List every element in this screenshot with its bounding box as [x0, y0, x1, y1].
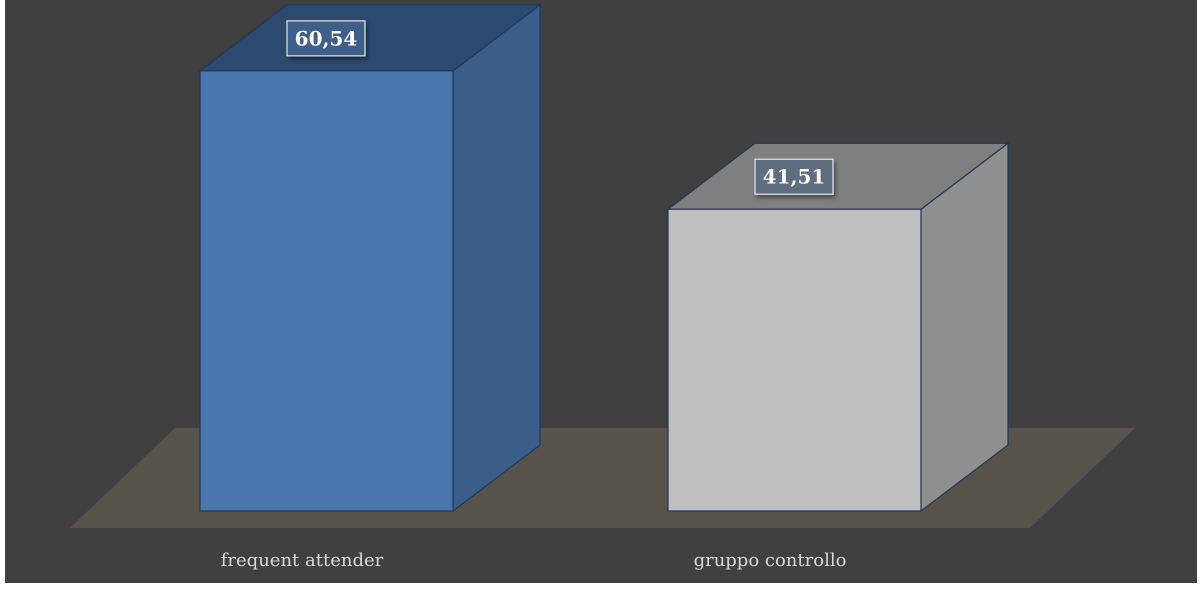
data-label-box	[286, 20, 366, 57]
bar-2	[666, 142, 1010, 513]
data-label-box	[754, 158, 834, 195]
bar-front-face	[199, 70, 454, 512]
category-labels-group: frequent attender gruppo controllo	[221, 550, 847, 571]
data-label-text: 41,51	[763, 165, 826, 189]
bars-group: 60,54 41,51	[198, 3, 1010, 513]
bar-front-face	[667, 208, 922, 512]
data-label-text: 60,54	[295, 26, 358, 50]
data-label-2: 41,51	[754, 158, 834, 195]
category-label: frequent attender	[221, 550, 384, 571]
category-label: gruppo controllo	[694, 550, 847, 571]
bar-1	[198, 3, 542, 513]
data-label-1: 60,54	[286, 20, 366, 57]
bar-side-face	[452, 3, 541, 513]
